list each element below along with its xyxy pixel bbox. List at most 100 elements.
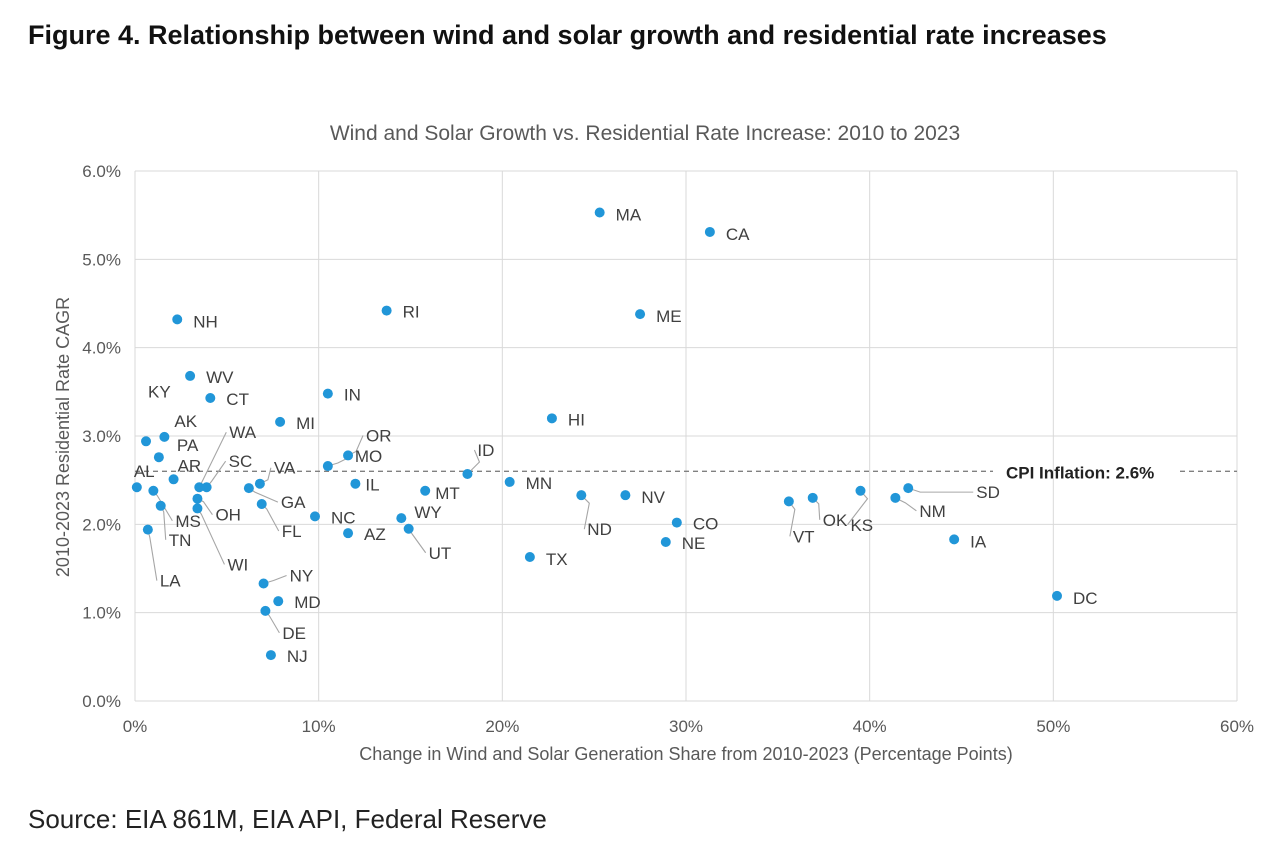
point-label-de: DE (282, 624, 306, 643)
point-label-nh: NH (193, 312, 218, 331)
point-label-va: VA (274, 459, 296, 478)
figure-title: Figure 4. Relationship between wind and … (28, 20, 1107, 50)
leader-line-la (147, 529, 158, 581)
point-label-ms: MS (175, 512, 201, 531)
point-wa (194, 482, 205, 493)
point-ks (855, 485, 866, 496)
point-label-ky: KY (148, 382, 171, 401)
point-ca (704, 226, 715, 237)
cpi-reference-line: CPI Inflation: 2.6% (135, 463, 1237, 482)
point-ri (381, 305, 392, 316)
point-label-mt: MT (435, 484, 460, 503)
point-label-md: MD (294, 593, 320, 612)
leader-lines (147, 431, 974, 634)
leader-line-sd (908, 487, 974, 493)
point-label-wy: WY (414, 503, 441, 522)
x-tick-label: 20% (485, 717, 519, 736)
point-label-ny: NY (290, 567, 314, 586)
point-label-ga: GA (281, 493, 306, 512)
point-label-dc: DC (1073, 589, 1098, 608)
point-nh (172, 314, 183, 325)
point-dc (1052, 590, 1063, 601)
point-ne (660, 537, 671, 547)
point-ky (141, 436, 152, 447)
point-nm (890, 492, 901, 503)
point-nc (309, 511, 320, 522)
point-sc (201, 482, 212, 493)
point-label-ct: CT (226, 390, 249, 409)
point-oh (192, 493, 203, 504)
x-tick-label: 0% (123, 717, 148, 736)
point-label-ut: UT (429, 544, 452, 563)
point-mt (420, 485, 431, 496)
point-label-fl: FL (282, 522, 302, 541)
point-id (462, 468, 473, 479)
point-label-sd: SD (976, 483, 1000, 502)
point-nv (620, 490, 631, 501)
point-ok (807, 492, 818, 503)
y-tick-label: 2.0% (82, 515, 121, 534)
point-label-nv: NV (641, 488, 665, 507)
point-label-pa: PA (177, 436, 199, 455)
point-nd (576, 490, 587, 501)
point-label-mi: MI (296, 414, 315, 433)
point-tn (155, 500, 166, 511)
point-label-tn: TN (169, 531, 192, 550)
point-la (142, 524, 153, 535)
point-al (131, 482, 142, 493)
y-tick-label: 0.0% (82, 692, 121, 711)
y-tick-label: 3.0% (82, 427, 121, 446)
point-label-nm: NM (919, 502, 945, 521)
point-label-ca: CA (726, 225, 750, 244)
point-hi (546, 413, 557, 424)
x-tick-label: 30% (669, 717, 703, 736)
scatter-chart: 0% 10% 20% 30% 40% 50% 60% 0.0% 1.0% 2.0% 3.0% 4.0%… (53, 122, 1254, 764)
source-note: Source: EIA 861M, EIA API, Federal Reser… (28, 804, 547, 834)
point-label-nd: ND (587, 520, 612, 539)
point-label-ar: AR (178, 456, 202, 475)
point-ms (148, 485, 159, 496)
point-ar (168, 474, 179, 485)
point-wy (396, 513, 407, 524)
point-mi (275, 416, 286, 427)
point-va (254, 478, 265, 489)
point-label-al: AL (134, 462, 155, 481)
y-tick-label: 4.0% (82, 339, 121, 358)
x-axis-label: Change in Wind and Solar Generation Shar… (359, 744, 1012, 764)
point-me (635, 309, 646, 320)
chart-title: Wind and Solar Growth vs. Residential Ra… (330, 122, 960, 145)
point-wi (192, 503, 203, 514)
point-label-ok: OK (823, 511, 848, 530)
cpi-label: CPI Inflation: 2.6% (1006, 463, 1154, 482)
point-label-me: ME (656, 307, 682, 326)
y-axis-label: 2010-2023 Residential Rate CAGR (53, 297, 73, 577)
y-tick-label: 1.0% (82, 604, 121, 623)
point-il (350, 478, 361, 489)
leader-line-tn (160, 505, 167, 540)
point-ny (258, 578, 269, 589)
x-tick-label: 60% (1220, 717, 1254, 736)
point-label-la: LA (160, 572, 181, 591)
point-label-ak: AK (174, 412, 197, 431)
point-label-in: IN (344, 386, 361, 405)
point-pa (153, 452, 164, 463)
point-label-or: OR (366, 426, 392, 445)
point-ga (243, 483, 254, 494)
point-label-ma: MA (616, 206, 642, 225)
point-md (273, 596, 284, 607)
point-label-ri: RI (403, 303, 420, 322)
point-label-ia: IA (970, 532, 987, 551)
point-label-ne: NE (682, 534, 706, 553)
point-mn (504, 476, 515, 487)
point-label-wi: WI (227, 555, 248, 574)
point-ak (159, 431, 170, 442)
point-vt (783, 496, 794, 507)
point-in (322, 388, 333, 399)
point-label-mn: MN (526, 474, 552, 493)
point-label-oh: OH (215, 506, 241, 525)
point-label-az: AZ (364, 525, 386, 544)
x-tick-label: 50% (1036, 717, 1070, 736)
point-label-wv: WV (206, 368, 234, 387)
leader-line-id (467, 449, 481, 475)
point-ct (205, 393, 216, 404)
